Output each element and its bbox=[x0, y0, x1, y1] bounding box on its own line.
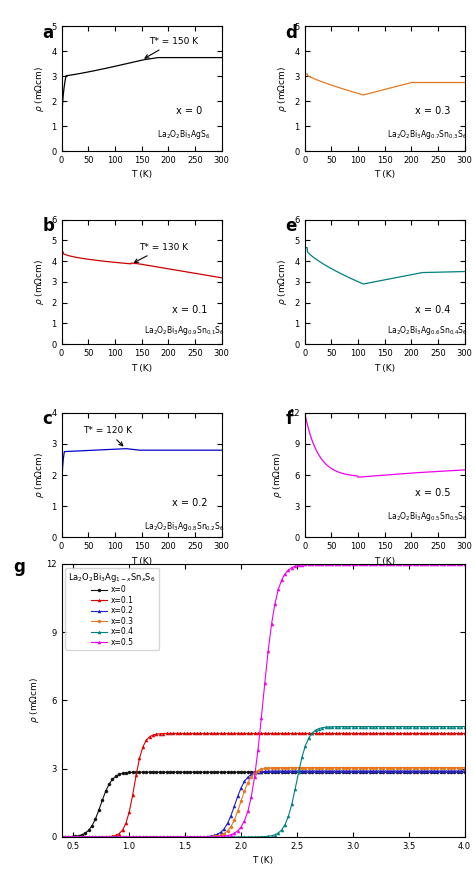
x=0.4 bbox=[167, 832, 173, 842]
x=0.2 bbox=[282, 766, 288, 776]
X-axis label: T (K): T (K) bbox=[374, 364, 395, 373]
x=0.3 bbox=[462, 762, 467, 773]
x=0.3 bbox=[452, 762, 457, 773]
x=0.2 bbox=[438, 766, 444, 776]
x=0 bbox=[306, 766, 311, 777]
x=0.4 bbox=[377, 722, 383, 732]
x=0.5 bbox=[59, 832, 64, 842]
x=0.3 bbox=[282, 762, 288, 773]
Text: x = 0.2: x = 0.2 bbox=[172, 499, 207, 508]
Line: x=0.5: x=0.5 bbox=[60, 562, 466, 839]
x=0.5 bbox=[337, 559, 342, 569]
x=0.1 bbox=[144, 735, 149, 745]
x=0 bbox=[462, 766, 467, 777]
Text: La$_2$O$_2$Bi$_3$Ag$_{0.6}$Sn$_{0.4}$S$_6$: La$_2$O$_2$Bi$_3$Ag$_{0.6}$Sn$_{0.4}$S$_… bbox=[387, 324, 468, 337]
Text: T* = 130 K: T* = 130 K bbox=[135, 243, 188, 263]
Y-axis label: $\rho$ (m$\Omega$cm): $\rho$ (m$\Omega$cm) bbox=[276, 66, 289, 112]
x=0.5 bbox=[448, 559, 454, 569]
x=0.3 bbox=[144, 832, 149, 842]
Text: e: e bbox=[285, 217, 297, 235]
Text: c: c bbox=[43, 411, 52, 428]
Line: x=0.1: x=0.1 bbox=[60, 732, 466, 839]
Text: x = 0.3: x = 0.3 bbox=[415, 106, 450, 115]
x=0.5 bbox=[144, 832, 149, 842]
x=0.2 bbox=[452, 766, 457, 776]
Text: La$_2$O$_2$Bi$_3$Ag$_{0.5}$Sn$_{0.5}$S$_6$: La$_2$O$_2$Bi$_3$Ag$_{0.5}$Sn$_{0.5}$S$_… bbox=[387, 510, 468, 522]
x=0.3 bbox=[337, 762, 342, 773]
X-axis label: T (K): T (K) bbox=[131, 171, 152, 180]
Text: d: d bbox=[285, 24, 297, 42]
x=0.3 bbox=[377, 762, 383, 773]
x=0.1 bbox=[167, 728, 173, 738]
x=0.4 bbox=[282, 819, 288, 830]
Text: g: g bbox=[13, 559, 25, 576]
x=0.5 bbox=[167, 832, 173, 842]
Line: x=0.3: x=0.3 bbox=[60, 766, 466, 839]
x=0.4 bbox=[337, 722, 342, 732]
Y-axis label: $\rho$ (m$\Omega$cm): $\rho$ (m$\Omega$cm) bbox=[33, 259, 46, 305]
x=0.4 bbox=[448, 722, 454, 732]
Text: x = 0: x = 0 bbox=[176, 106, 203, 115]
Text: T* = 150 K: T* = 150 K bbox=[145, 37, 199, 58]
Text: f: f bbox=[285, 411, 293, 428]
Line: x=0.4: x=0.4 bbox=[60, 725, 466, 839]
Text: x = 0.4: x = 0.4 bbox=[415, 305, 450, 315]
Line: x=0: x=0 bbox=[60, 771, 466, 839]
x=0.1 bbox=[59, 832, 64, 842]
x=0 bbox=[282, 766, 288, 777]
x=0.2 bbox=[462, 766, 467, 776]
x=0 bbox=[452, 766, 457, 777]
X-axis label: T (K): T (K) bbox=[374, 557, 395, 566]
x=0 bbox=[144, 766, 149, 777]
X-axis label: T (K): T (K) bbox=[374, 171, 395, 180]
x=0.2 bbox=[144, 832, 149, 842]
Y-axis label: $\rho$ (m$\Omega$cm): $\rho$ (m$\Omega$cm) bbox=[27, 677, 41, 723]
x=0.2 bbox=[377, 766, 383, 776]
Text: La$_2$O$_2$Bi$_3$Ag$_{0.9}$Sn$_{0.1}$S$_6$: La$_2$O$_2$Bi$_3$Ag$_{0.9}$Sn$_{0.1}$S$_… bbox=[144, 324, 225, 337]
Y-axis label: $\rho$ (m$\Omega$cm): $\rho$ (m$\Omega$cm) bbox=[33, 452, 46, 498]
x=0.4 bbox=[144, 832, 149, 842]
x=0.1 bbox=[299, 728, 305, 738]
x=0.3 bbox=[167, 832, 173, 842]
Y-axis label: $\rho$ (m$\Omega$cm): $\rho$ (m$\Omega$cm) bbox=[33, 66, 46, 112]
x=0.1 bbox=[340, 728, 346, 738]
x=0.2 bbox=[167, 832, 173, 842]
Text: x = 0.1: x = 0.1 bbox=[172, 305, 207, 315]
Text: a: a bbox=[43, 24, 54, 42]
x=0 bbox=[340, 766, 346, 777]
X-axis label: T (K): T (K) bbox=[253, 856, 273, 865]
x=0.2 bbox=[59, 832, 64, 842]
x=0.4 bbox=[462, 722, 467, 732]
x=0.3 bbox=[59, 832, 64, 842]
Text: T* = 120 K: T* = 120 K bbox=[83, 426, 132, 446]
Text: b: b bbox=[43, 217, 55, 235]
X-axis label: T (K): T (K) bbox=[131, 557, 152, 566]
x=0.4 bbox=[59, 832, 64, 842]
Text: La$_2$O$_2$Bi$_3$Ag$_{0.7}$Sn$_{0.3}$S$_6$: La$_2$O$_2$Bi$_3$Ag$_{0.7}$Sn$_{0.3}$S$_… bbox=[387, 129, 467, 141]
x=0.5 bbox=[377, 559, 383, 569]
X-axis label: T (K): T (K) bbox=[131, 364, 152, 373]
Text: x = 0.5: x = 0.5 bbox=[415, 488, 450, 498]
Line: x=0.2: x=0.2 bbox=[60, 769, 466, 839]
x=0.5 bbox=[282, 568, 288, 579]
x=0.1 bbox=[381, 728, 386, 738]
x=0.1 bbox=[462, 728, 467, 738]
Y-axis label: $\rho$ (m$\Omega$cm): $\rho$ (m$\Omega$cm) bbox=[271, 452, 284, 498]
Legend: x=0, x=0.1, x=0.2, x=0.3, x=0.4, x=0.5: x=0, x=0.1, x=0.2, x=0.3, x=0.4, x=0.5 bbox=[65, 567, 159, 650]
Text: La$_2$O$_2$Bi$_3$AgS$_6$: La$_2$O$_2$Bi$_3$AgS$_6$ bbox=[157, 129, 211, 141]
x=0.2 bbox=[337, 766, 342, 776]
x=0.3 bbox=[445, 762, 450, 773]
x=0 bbox=[167, 766, 173, 777]
x=0 bbox=[59, 832, 64, 842]
Text: La$_2$O$_2$Bi$_3$Ag$_{0.8}$Sn$_{0.2}$S$_6$: La$_2$O$_2$Bi$_3$Ag$_{0.8}$Sn$_{0.2}$S$_… bbox=[144, 520, 224, 533]
x=0.5 bbox=[462, 559, 467, 569]
Y-axis label: $\rho$ (m$\Omega$cm): $\rho$ (m$\Omega$cm) bbox=[276, 259, 289, 305]
x=0.1 bbox=[452, 728, 457, 738]
x=0 bbox=[381, 766, 386, 777]
x=0.1 bbox=[282, 728, 288, 738]
